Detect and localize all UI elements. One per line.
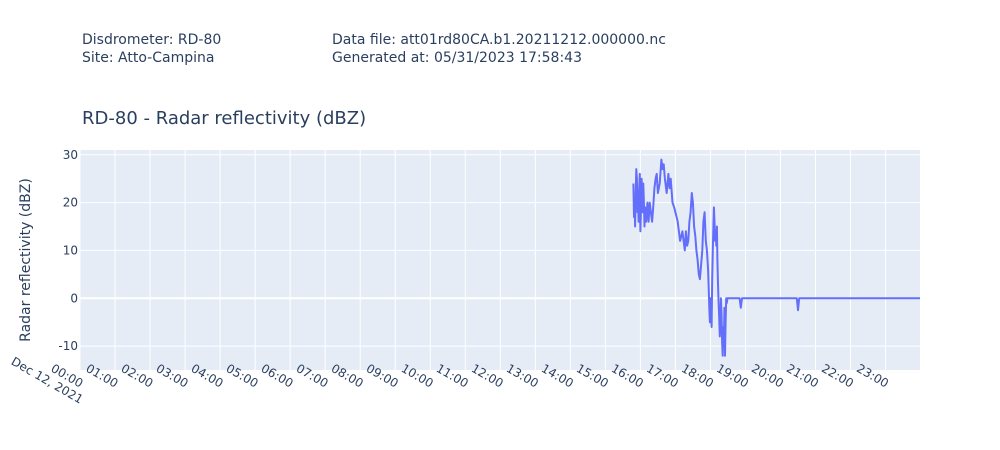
chart-title: RD-80 - Radar reflectivity (dBZ) bbox=[82, 108, 367, 129]
y-tick-label: 20 bbox=[63, 196, 78, 210]
disdrometer-label: Disdrometer: RD-80 bbox=[82, 32, 222, 48]
y-axis-ticks: -10 0 10 20 30 bbox=[58, 148, 78, 353]
series-group bbox=[632, 158, 920, 357]
y-tick-label: 10 bbox=[63, 243, 78, 257]
data-file-label: Data file: att01rd80CA.b1.20211212.00000… bbox=[332, 32, 666, 48]
y-tick-label: 0 bbox=[70, 291, 78, 305]
y-tick-label: 30 bbox=[63, 148, 78, 162]
series-line bbox=[632, 158, 920, 357]
y-axis-label: Radar reflectivity (dBZ) bbox=[18, 178, 34, 342]
generated-at-label: Generated at: 05/31/2023 17:58:43 bbox=[332, 50, 582, 66]
site-label: Site: Atto-Campina bbox=[82, 50, 215, 66]
y-tick-label: -10 bbox=[58, 339, 78, 353]
grid-lines bbox=[79, 150, 920, 370]
